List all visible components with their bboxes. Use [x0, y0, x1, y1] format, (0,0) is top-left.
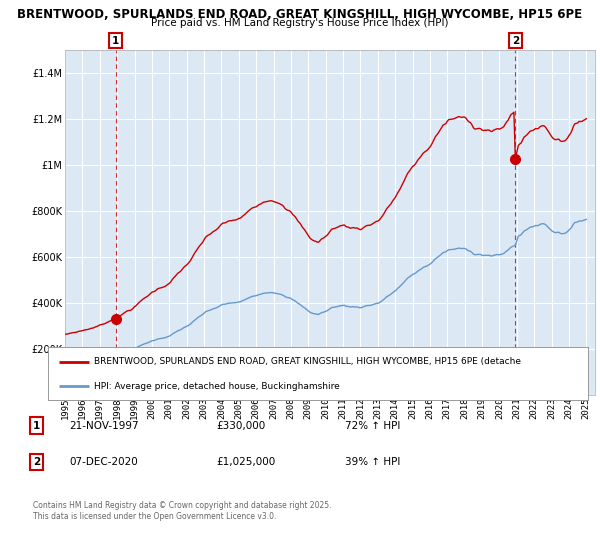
- Text: 21-NOV-1997: 21-NOV-1997: [69, 421, 139, 431]
- Text: 2: 2: [33, 457, 40, 467]
- Text: 1: 1: [33, 421, 40, 431]
- Text: 1: 1: [112, 36, 119, 46]
- Text: 07-DEC-2020: 07-DEC-2020: [69, 457, 138, 467]
- Text: Price paid vs. HM Land Registry's House Price Index (HPI): Price paid vs. HM Land Registry's House …: [151, 18, 449, 28]
- Text: BRENTWOOD, SPURLANDS END ROAD, GREAT KINGSHILL, HIGH WYCOMBE, HP15 6PE (detache: BRENTWOOD, SPURLANDS END ROAD, GREAT KIN…: [94, 357, 521, 366]
- Text: 72% ↑ HPI: 72% ↑ HPI: [345, 421, 400, 431]
- Text: £330,000: £330,000: [216, 421, 265, 431]
- Text: 2: 2: [512, 36, 519, 46]
- Text: HPI: Average price, detached house, Buckinghamshire: HPI: Average price, detached house, Buck…: [94, 381, 340, 390]
- Text: £1,025,000: £1,025,000: [216, 457, 275, 467]
- Text: 39% ↑ HPI: 39% ↑ HPI: [345, 457, 400, 467]
- Text: Contains HM Land Registry data © Crown copyright and database right 2025.
This d: Contains HM Land Registry data © Crown c…: [33, 501, 331, 521]
- Text: BRENTWOOD, SPURLANDS END ROAD, GREAT KINGSHILL, HIGH WYCOMBE, HP15 6PE: BRENTWOOD, SPURLANDS END ROAD, GREAT KIN…: [17, 8, 583, 21]
